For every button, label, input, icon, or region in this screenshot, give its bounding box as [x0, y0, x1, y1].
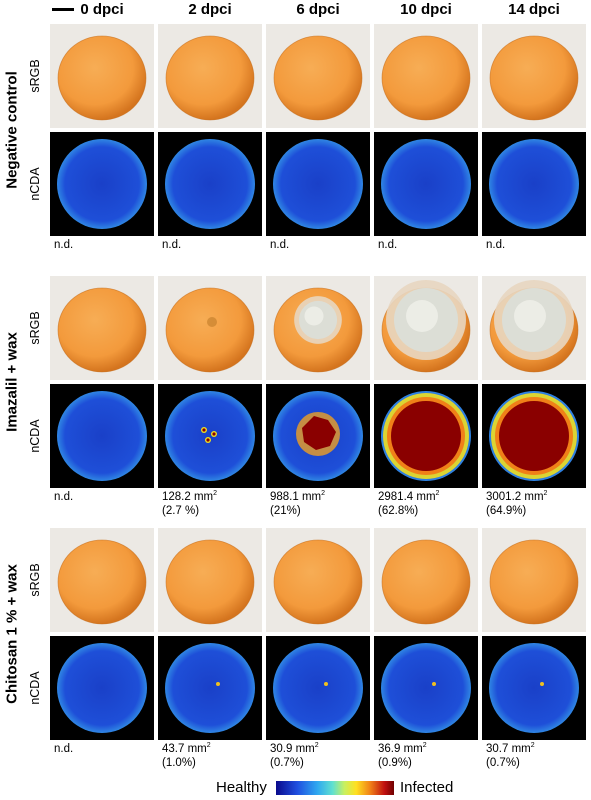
column-header-10dpci: 10 dpci: [400, 1, 452, 18]
srgb-image: [266, 24, 370, 128]
ncda-image: [374, 636, 478, 740]
column-header-6dpci: 6 dpci: [296, 1, 340, 18]
ncda-image: [266, 636, 370, 740]
ncda-image: [158, 636, 262, 740]
lesion-measurement: 988.1 mm2 (21%): [270, 490, 376, 518]
ncda-image: [374, 132, 478, 236]
lesion-percent: (0.9%): [378, 757, 412, 769]
ncda-image: [374, 384, 478, 488]
lesion-area: 988.1 mm: [270, 491, 322, 503]
srgb-image: [266, 528, 370, 632]
lesion-measurement: 30.9 mm2 (0.7%): [270, 742, 376, 770]
lesion-area: n.d.: [54, 491, 74, 503]
srgb-image: [482, 276, 586, 380]
ncda-image: [50, 636, 154, 740]
lesion-area: n.d.: [378, 239, 398, 251]
lesion-area: 43.7 mm: [162, 743, 207, 755]
lesion-measurement: 3001.2 mm2 (64.9%): [486, 490, 591, 518]
row-label-ncda: nCDA: [28, 167, 42, 201]
lesion-measurement: 128.2 mm2 (2.7 %): [162, 490, 268, 518]
lesion-area: 30.7 mm: [486, 743, 531, 755]
lesion-percent: (0.7%): [486, 757, 520, 769]
group-label-imazalil: Imazalil + wax: [3, 332, 21, 432]
lesion-percent: (1.0%): [162, 757, 196, 769]
row-label-ncda: nCDA: [28, 671, 42, 705]
ncda-image: [482, 384, 586, 488]
srgb-image: [374, 528, 478, 632]
lesion-area: n.d.: [54, 743, 74, 755]
lesion-area: 3001.2 mm: [486, 491, 544, 503]
row-label-srgb: sRGB: [28, 563, 42, 597]
legend-healthy-label: Healthy: [216, 779, 267, 796]
srgb-image: [158, 276, 262, 380]
row-label-srgb: sRGB: [28, 311, 42, 345]
lesion-area: 128.2 mm: [162, 491, 214, 503]
legend-infected-label: Infected: [400, 779, 454, 796]
lesion-measurement: n.d.: [270, 238, 376, 252]
lesion-percent: (0.7%): [270, 757, 304, 769]
lesion-measurement: 30.7 mm2 (0.7%): [486, 742, 591, 770]
ncda-image: [482, 636, 586, 740]
srgb-image: [482, 24, 586, 128]
lesion-area: 36.9 mm: [378, 743, 423, 755]
lesion-measurement: 36.9 mm2 (0.9%): [378, 742, 484, 770]
row-label-srgb: sRGB: [28, 59, 42, 93]
ncda-image: [50, 384, 154, 488]
srgb-image: [158, 24, 262, 128]
lesion-area: n.d.: [486, 239, 506, 251]
group-label-chitosan: Chitosan 1 % + wax: [3, 564, 21, 704]
ncda-image: [50, 132, 154, 236]
group-label-negative-control: Negative control: [3, 71, 21, 189]
column-header-14dpci: 14 dpci: [508, 1, 560, 18]
lesion-measurement: n.d.: [54, 238, 160, 252]
srgb-image: [266, 276, 370, 380]
ncda-image: [266, 132, 370, 236]
ncda-image: [158, 384, 262, 488]
lesion-measurement: n.d.: [162, 238, 268, 252]
srgb-image: [374, 24, 478, 128]
lesion-area: n.d.: [54, 239, 74, 251]
srgb-image: [50, 24, 154, 128]
lesion-area: n.d.: [270, 239, 290, 251]
lesion-percent: (62.8%): [378, 505, 419, 517]
row-label-ncda: nCDA: [28, 419, 42, 453]
ncda-image: [158, 132, 262, 236]
lesion-measurement: n.d.: [54, 490, 160, 504]
ncda-image: [482, 132, 586, 236]
scale-bar: [52, 8, 74, 11]
column-header-0dpci: 0 dpci: [80, 1, 124, 18]
lesion-measurement: n.d.: [486, 238, 591, 252]
lesion-measurement: n.d.: [378, 238, 484, 252]
srgb-image: [482, 528, 586, 632]
lesion-measurement: 2981.4 mm2 (62.8%): [378, 490, 484, 518]
lesion-area: 2981.4 mm: [378, 491, 436, 503]
column-header-2dpci: 2 dpci: [188, 1, 232, 18]
lesion-percent: (21%): [270, 505, 301, 517]
srgb-image: [50, 276, 154, 380]
srgb-image: [374, 276, 478, 380]
ncda-image: [266, 384, 370, 488]
srgb-image: [158, 528, 262, 632]
colorbar: [276, 781, 394, 795]
lesion-measurement: n.d.: [54, 742, 160, 756]
lesion-measurement: 43.7 mm2 (1.0%): [162, 742, 268, 770]
lesion-percent: (64.9%): [486, 505, 527, 517]
lesion-percent: (2.7 %): [162, 505, 200, 517]
srgb-image: [50, 528, 154, 632]
lesion-area: 30.9 mm: [270, 743, 315, 755]
lesion-area: n.d.: [162, 239, 182, 251]
